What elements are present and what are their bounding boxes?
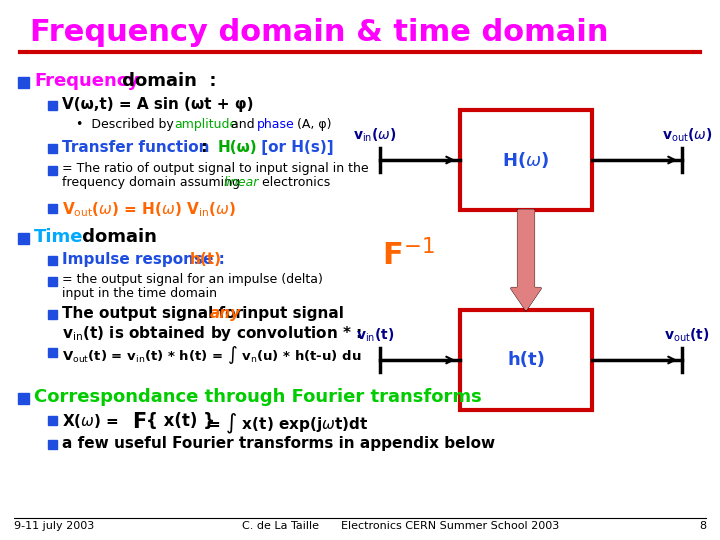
Bar (18, 233, 29, 244)
Bar (48, 416, 57, 426)
Text: domain  :: domain : (116, 72, 217, 90)
Bar (48, 440, 57, 449)
Text: V$_{\rm out}$(t) = v$_{\rm in}$(t) * h(t) = $\int$ v$_{\rm n}$(u) * h(t-u) du: V$_{\rm out}$(t) = v$_{\rm in}$(t) * h(t… (62, 344, 361, 366)
FancyBboxPatch shape (460, 110, 592, 210)
Bar (18, 393, 29, 404)
Text: Impulse response :: Impulse response : (62, 252, 230, 267)
Text: •  Described by: • Described by (76, 118, 178, 131)
Text: electronics: electronics (258, 176, 330, 189)
Text: $\mathbf{F}^{-1}$: $\mathbf{F}^{-1}$ (382, 239, 434, 271)
Text: = $\int$ x(t) exp(j$\omega$t)dt: = $\int$ x(t) exp(j$\omega$t)dt (202, 412, 369, 436)
Bar (48, 204, 57, 213)
Text: C. de La Taille: C. de La Taille (241, 521, 318, 531)
Text: { x(t) }: { x(t) } (146, 412, 215, 430)
Bar (48, 310, 57, 319)
Text: Time: Time (34, 228, 84, 246)
Text: phase: phase (257, 118, 294, 131)
Text: and: and (227, 118, 258, 131)
Bar (48, 348, 57, 357)
Text: h(t): h(t) (507, 351, 545, 369)
FancyArrow shape (511, 210, 541, 310)
Text: Electronics CERN Summer School 2003: Electronics CERN Summer School 2003 (341, 521, 559, 531)
Text: H($\omega$): H($\omega$) (503, 150, 549, 170)
Text: = the output signal for an impulse (delta): = the output signal for an impulse (delt… (62, 273, 323, 286)
Bar (48, 278, 57, 286)
Text: linear: linear (224, 176, 259, 189)
Text: Frequency domain & time domain: Frequency domain & time domain (30, 18, 608, 47)
Text: The output signal for: The output signal for (62, 306, 248, 321)
Bar (18, 77, 29, 87)
Text: F: F (132, 412, 146, 432)
Text: v$_{\rm in}$(t) is obtained by convolution * :: v$_{\rm in}$(t) is obtained by convoluti… (62, 324, 362, 343)
FancyBboxPatch shape (460, 310, 592, 410)
Text: :: : (196, 140, 218, 155)
Text: Frequency: Frequency (34, 72, 139, 90)
Text: v$_{\rm in}$($\omega$): v$_{\rm in}$($\omega$) (354, 126, 397, 144)
Text: h(t): h(t) (190, 252, 222, 267)
Text: input in the time domain: input in the time domain (62, 287, 217, 300)
Text: H(ω): H(ω) (218, 140, 258, 155)
Bar (48, 166, 57, 176)
Text: Correspondance through Fourier transforms: Correspondance through Fourier transform… (34, 388, 482, 406)
Text: frequency domain assuming: frequency domain assuming (62, 176, 244, 189)
Text: V$_{\rm out}$($\omega$) = H($\omega$) V$_{\rm in}$($\omega$): V$_{\rm out}$($\omega$) = H($\omega$) V$… (62, 200, 236, 219)
Text: X($\omega$) =: X($\omega$) = (62, 412, 120, 430)
Bar (48, 256, 57, 265)
Text: Transfer function: Transfer function (62, 140, 210, 155)
Text: input signal: input signal (237, 306, 344, 321)
Text: a few useful Fourier transforms in appendix below: a few useful Fourier transforms in appen… (62, 436, 495, 451)
Bar (48, 144, 57, 153)
Text: V(ω,t) = A sin (ωt + φ): V(ω,t) = A sin (ωt + φ) (62, 97, 253, 112)
Text: v$_{\rm out}$(t): v$_{\rm out}$(t) (665, 327, 710, 344)
Text: = The ratio of output signal to input signal in the: = The ratio of output signal to input si… (62, 162, 369, 175)
Text: 8: 8 (699, 521, 706, 531)
Text: 9-11 july 2003: 9-11 july 2003 (14, 521, 94, 531)
Text: (A, φ): (A, φ) (293, 118, 331, 131)
Text: v$_{\rm in}$(t): v$_{\rm in}$(t) (356, 327, 395, 344)
Text: v$_{\rm out}$($\omega$): v$_{\rm out}$($\omega$) (662, 126, 712, 144)
Text: domain: domain (76, 228, 157, 246)
Text: amplitude: amplitude (174, 118, 238, 131)
Text: any: any (210, 306, 241, 321)
Bar (48, 102, 57, 110)
Text: [or H(s)]: [or H(s)] (256, 140, 333, 155)
